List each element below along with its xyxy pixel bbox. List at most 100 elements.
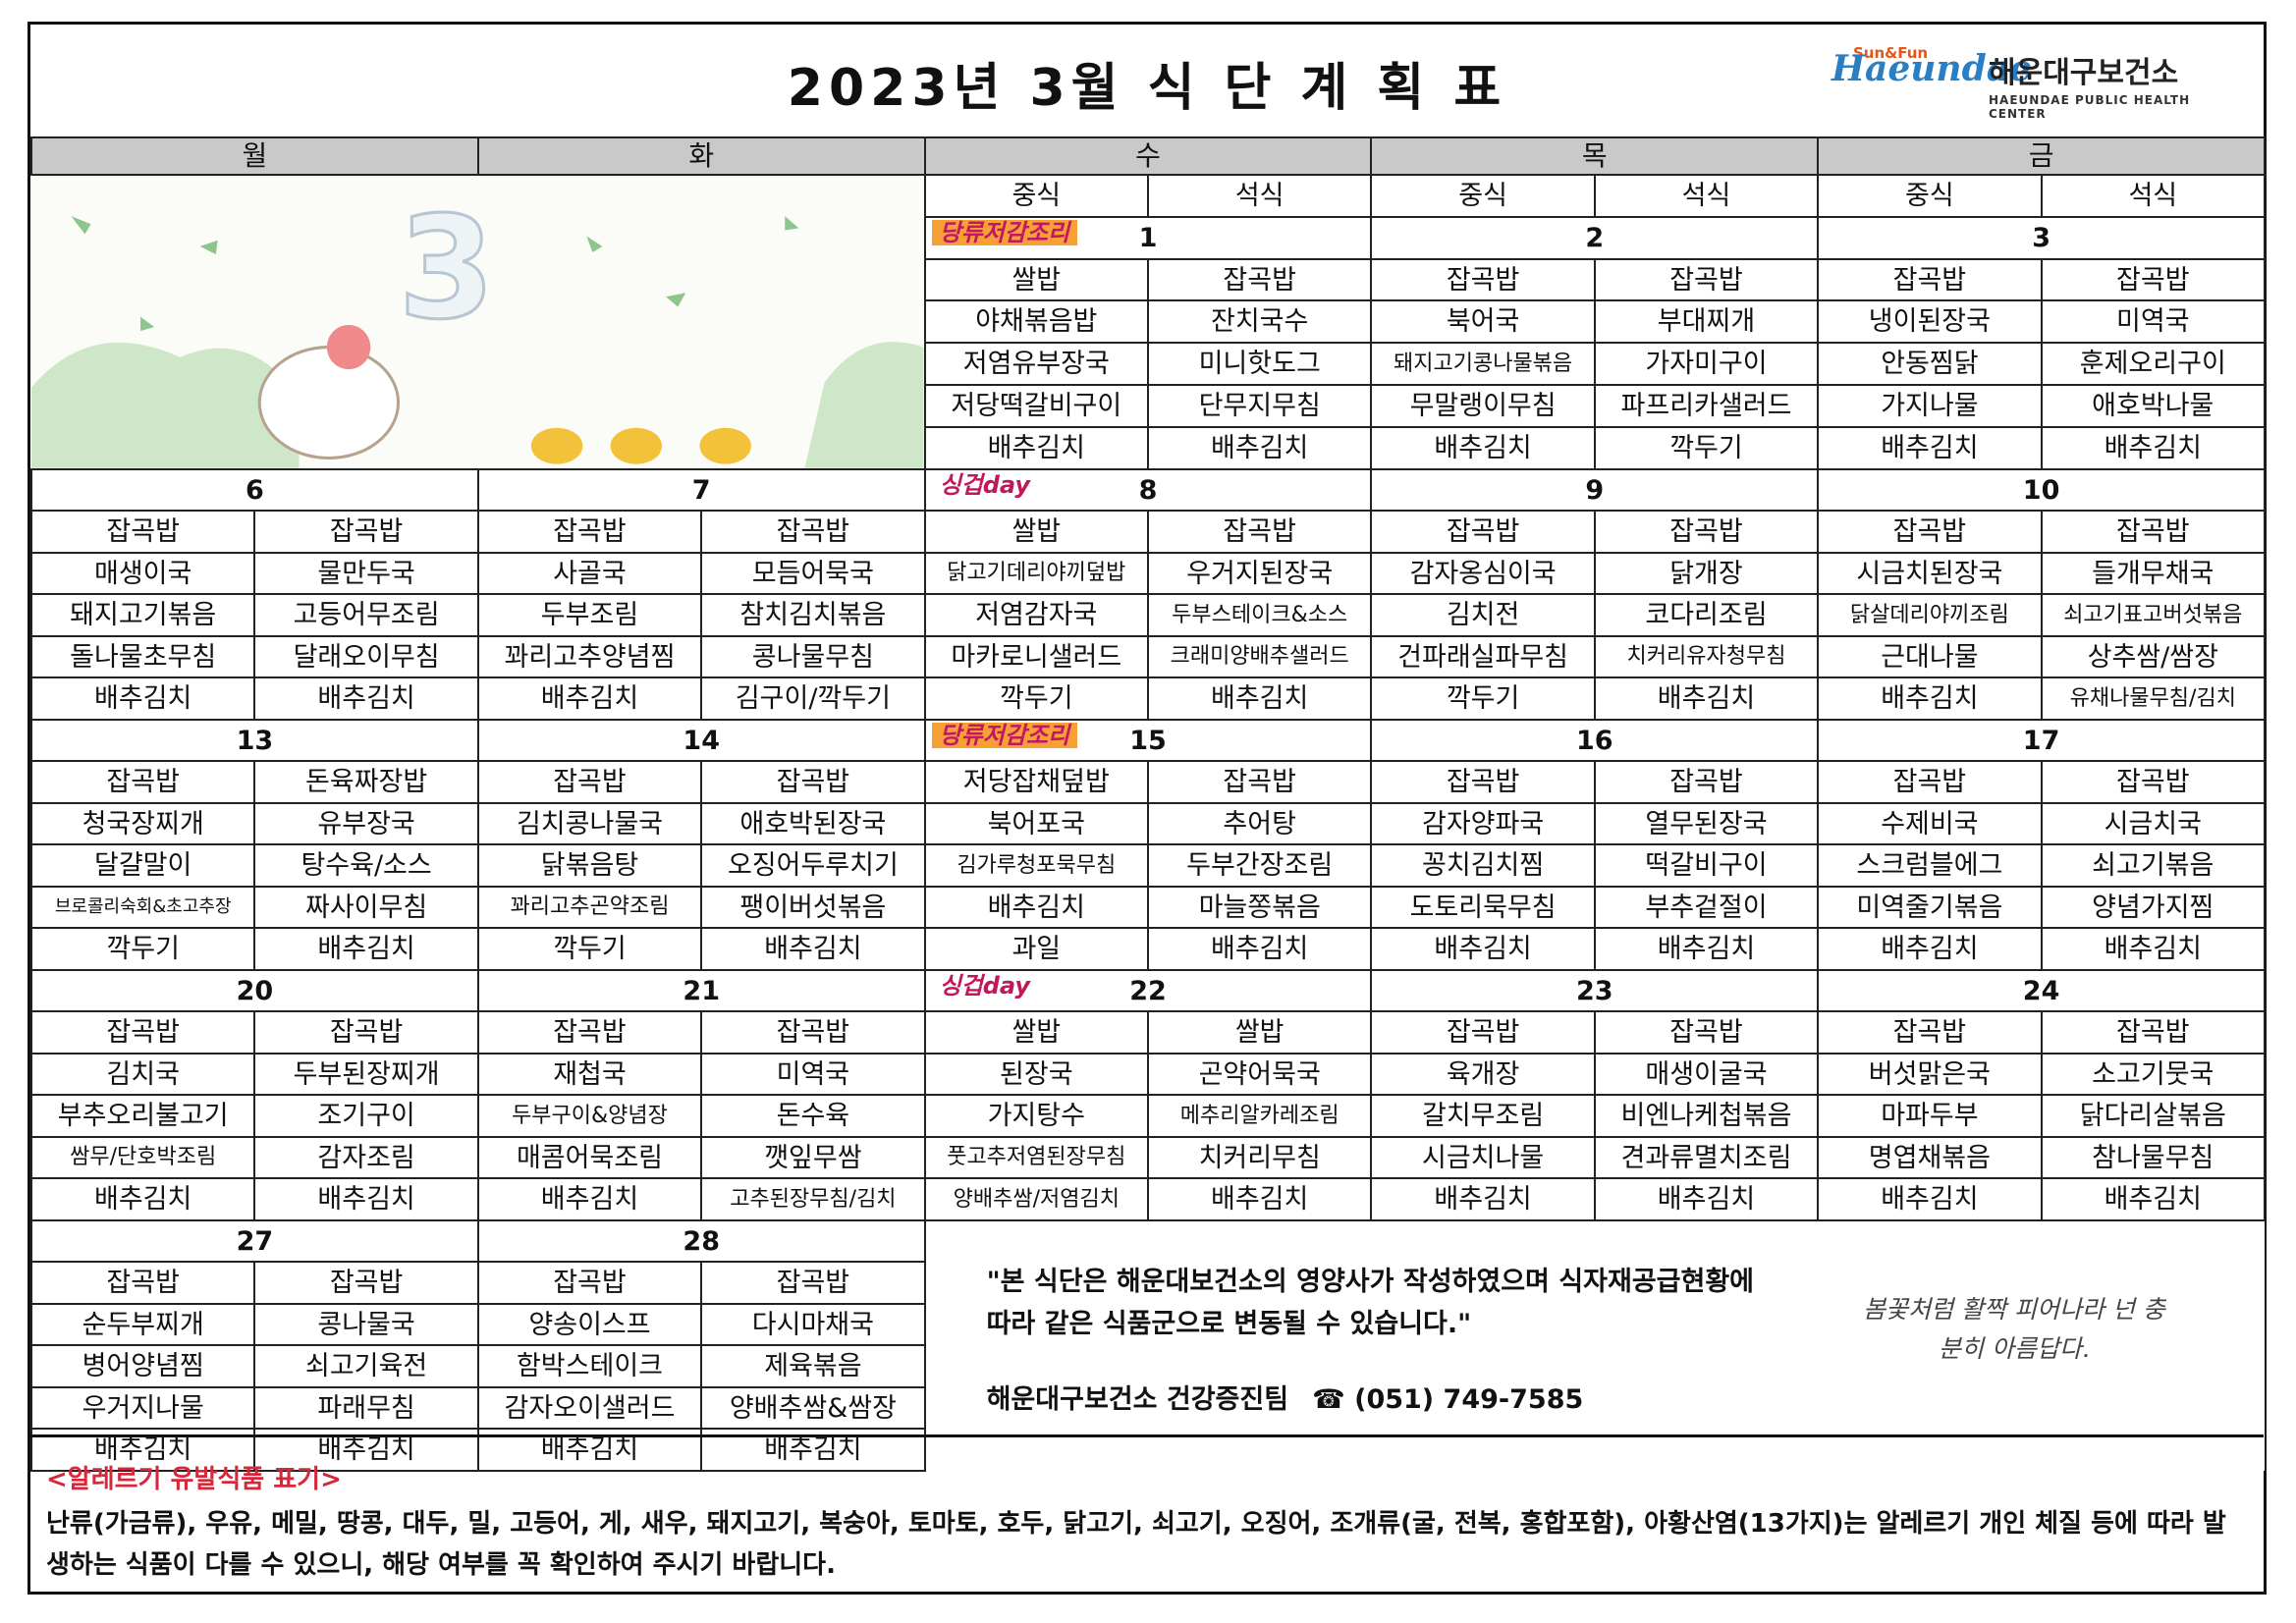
menu-item-dinner: 열무된장국	[1593, 801, 1820, 846]
menu-item-lunch: 잡곡밥	[1370, 1010, 1596, 1055]
menu-item-lunch: 김치국	[29, 1052, 256, 1097]
menu-item-lunch: 시금치된장국	[1817, 551, 2043, 596]
menu-item-lunch: 김치전	[1370, 593, 1596, 637]
menu-item-lunch: 된장국	[923, 1052, 1149, 1097]
menu-item-dinner: 들개무채국	[2040, 551, 2266, 596]
menu-item-dinner: 잡곡밥	[700, 510, 926, 554]
table-row: 배추김치 배추김치 배추김치 깍두기 배추김치 배추김치	[31, 425, 2266, 470]
menu-item-dinner: 단무지무침	[1146, 384, 1373, 428]
menu-item-dinner: 마늘쫑볶음	[1146, 885, 1373, 930]
table-row: 저당떡갈비구이 단무지무침 무말랭이무침 파프리카샐러드 가지나물 애호박나물	[31, 384, 2266, 428]
menu-item-lunch: 배추김치	[476, 676, 703, 721]
meal-label-lunch: 중식	[1817, 174, 2043, 218]
menu-item-dinner: 쇠고기표고버섯볶음	[2040, 593, 2266, 637]
menu-item-lunch: 버섯맑은국	[1817, 1052, 2043, 1097]
menu-item-dinner: 미니핫도그	[1146, 342, 1373, 387]
date-label: 23	[1576, 975, 1613, 1006]
table-row: 6 7 8 싱겁day 9 10	[30, 467, 2266, 513]
table-row: 부추오리불고기 조기구이 두부구이&양념장 돈수육 가지탕수 메추리알카레조림 갈치무조림 비…	[29, 1094, 2266, 1138]
page-title: 2023년 3월 식 단 계 획 표	[787, 59, 1507, 118]
menu-item-lunch: 브로콜리숙회&초고추장	[29, 885, 256, 930]
menu-item-dinner: 참치김치볶음	[700, 593, 926, 637]
allergy-title: <알레르기 유발식품 표기>	[46, 1465, 342, 1494]
date-number: 16	[1370, 718, 1820, 763]
menu-item-dinner: 상추쌈/쌈장	[2040, 634, 2266, 679]
meal-label-dinner: 석식	[1593, 174, 1820, 218]
menu-item-lunch: 스크럼블에그	[1817, 843, 2043, 888]
menu-item-dinner: 잡곡밥	[253, 1261, 479, 1305]
menu-item-lunch: 닭볶음탕	[476, 843, 703, 888]
menu-item-lunch: 청국장찌개	[29, 801, 256, 846]
menu-item-dinner: 비엔나케첩볶음	[1593, 1094, 1820, 1138]
date-label: 10	[2022, 474, 2060, 506]
meal-schedule-table: 월 화 수 목 금 3 중식 석식 중식 석식 중식 석식 1 당류저감조리 2 3 쌀밥 잡곡밥 잡곡밥 잡곡밥 잡곡…	[29, 136, 2266, 1472]
menu-item-dinner: 코다리조림	[1593, 593, 1820, 637]
menu-item-dinner: 잡곡밥	[1593, 257, 1820, 302]
menu-item-lunch: 근대나물	[1817, 634, 2043, 679]
org-name-en: HAEUNDAE PUBLIC HEALTH CENTER	[1989, 93, 2191, 121]
menu-item-lunch: 양배추쌈/저염김치	[923, 1177, 1149, 1221]
menu-item-dinner: 제육볶음	[700, 1344, 926, 1388]
menu-item-lunch: 마파두부	[1817, 1094, 2043, 1138]
menu-item-dinner: 닭개장	[1593, 551, 1820, 596]
date-label: 8	[1138, 474, 1158, 506]
menu-item-lunch: 냉이된장국	[1817, 299, 2043, 345]
menu-item-dinner: 추어탕	[1146, 801, 1373, 846]
menu-item-dinner: 두부간장조림	[1146, 843, 1373, 888]
table-row: 잡곡밥 잡곡밥 잡곡밥 잡곡밥 쌀밥 쌀밥 잡곡밥 잡곡밥 잡곡밥 잡곡밥	[29, 1010, 2266, 1055]
date-number: 23	[1370, 968, 1820, 1013]
table-row: 쌈무/단호박조림 감자조림 매콤어묵조림 깻잎무쌈 풋고추저염된장무침 치커리무침 시금치나…	[29, 1135, 2266, 1180]
menu-item-lunch: 김치콩나물국	[476, 801, 703, 846]
date-number: 17	[1817, 718, 2266, 763]
notice-team: 해운대구보건소 건강증진팀 ☎ (051) 749-7585	[987, 1386, 1584, 1413]
menu-item-dinner: 잡곡밥	[2040, 257, 2266, 302]
table-row: 돌나물초무침 달래오이무침 꽈리고추양념찜 콩나물무침 마카로니샐러드 크래미양배추샐러드…	[29, 634, 2266, 679]
menu-item-dinner: 조기구이	[253, 1094, 479, 1138]
date-label: 21	[683, 975, 720, 1006]
menu-item-dinner: 애호박된장국	[700, 801, 926, 846]
menu-item-dinner: 두부된장찌개	[253, 1052, 479, 1097]
table-row: 청국장찌개 유부장국 김치콩나물국 애호박된장국 북어포국 추어탕 감자양파국 열무된장국 수제…	[29, 801, 2266, 846]
menu-item-dinner: 물만두국	[253, 551, 479, 596]
date-number: 14	[476, 718, 926, 763]
menu-item-lunch: 감자오이샐러드	[476, 1385, 703, 1431]
menu-item-lunch: 잡곡밥	[29, 760, 256, 804]
menu-item-dinner: 유채나물무침/김치	[2040, 676, 2266, 721]
logo-tagline: Sun&Fun	[1853, 44, 1929, 62]
menu-item-dinner: 곤약어묵국	[1146, 1052, 1373, 1097]
table-row: 매생이국 물만두국 사골국 모듬어묵국 닭고기데리야끼덮밥 우거지된장국 감자옹심이국 닭개장…	[29, 551, 2266, 596]
menu-item-dinner: 두부스테이크&소스	[1146, 593, 1373, 637]
weekday-header: 금	[1817, 136, 2266, 176]
notice-area: "본 식단은 해운대보건소의 영양사가 작성하였으며 식자재공급현황에 따라 같…	[925, 1220, 2265, 1471]
menu-item-dinner: 훈제오리구이	[2040, 342, 2266, 387]
menu-item-dinner: 가자미구이	[1593, 342, 1820, 387]
date-number: 20	[30, 968, 479, 1013]
menu-item-dinner: 김구이/깍두기	[700, 676, 926, 721]
table-row: 달걀말이 탕수육/소스 닭볶음탕 오징어두루치기 김가루청포묵무침 두부간장조림 꽁치김치찜…	[29, 843, 2266, 888]
date-label: 28	[683, 1225, 720, 1257]
date-number: 10	[1817, 467, 2266, 513]
menu-item-dinner: 감자조림	[253, 1135, 479, 1180]
menu-item-lunch: 가지탕수	[923, 1094, 1149, 1138]
spring-illustration: 3	[31, 175, 925, 469]
menu-item-dinner: 콩나물국	[253, 1302, 479, 1347]
date-number: 8 싱겁day	[923, 467, 1373, 513]
menu-item-lunch: 잡곡밥	[1817, 257, 2043, 302]
menu-item-dinner: 배추김치	[1146, 1177, 1373, 1221]
menu-item-dinner: 잡곡밥	[1593, 1010, 1820, 1055]
menu-item-lunch: 꽈리고추곤약조림	[476, 885, 703, 930]
menu-item-dinner: 콩나물무침	[700, 634, 926, 679]
table-row: 배추김치 배추김치 배추김치 김구이/깍두기 깍두기 배추김치 깍두기 배추김치 배추김치 유채나…	[29, 676, 2266, 721]
date-number: 9	[1370, 467, 1820, 513]
table-row: 깍두기 배추김치 깍두기 배추김치 과일 배추김치 배추김치 배추김치 배추김치 배추김치	[29, 927, 2266, 971]
meal-label-dinner: 석식	[2040, 174, 2266, 218]
menu-item-lunch: 매콤어묵조림	[476, 1135, 703, 1180]
menu-item-lunch: 두부조림	[476, 593, 703, 637]
menu-item-lunch: 돌나물초무침	[29, 634, 256, 679]
menu-item-dinner: 파프리카샐러드	[1593, 384, 1820, 428]
menu-item-lunch: 감자양파국	[1370, 801, 1596, 846]
menu-item-dinner: 돈육짜장밥	[253, 760, 479, 804]
date-label: 16	[1576, 725, 1613, 756]
menu-item-lunch: 저당잡채덮밥	[923, 760, 1149, 804]
table-row: 돼지고기볶음 고등어무조림 두부조림 참치김치볶음 저염감자국 두부스테이크&소스 김치전 코…	[29, 593, 2266, 637]
